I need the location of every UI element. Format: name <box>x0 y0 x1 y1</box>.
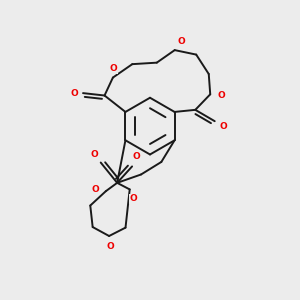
Text: O: O <box>109 64 117 73</box>
Text: O: O <box>218 91 226 100</box>
Text: O: O <box>90 150 98 159</box>
Text: O: O <box>177 37 185 46</box>
Text: O: O <box>71 88 79 98</box>
Text: O: O <box>220 122 228 131</box>
Text: O: O <box>133 152 140 161</box>
Text: O: O <box>92 185 99 194</box>
Text: O: O <box>129 194 137 203</box>
Text: O: O <box>107 242 115 251</box>
